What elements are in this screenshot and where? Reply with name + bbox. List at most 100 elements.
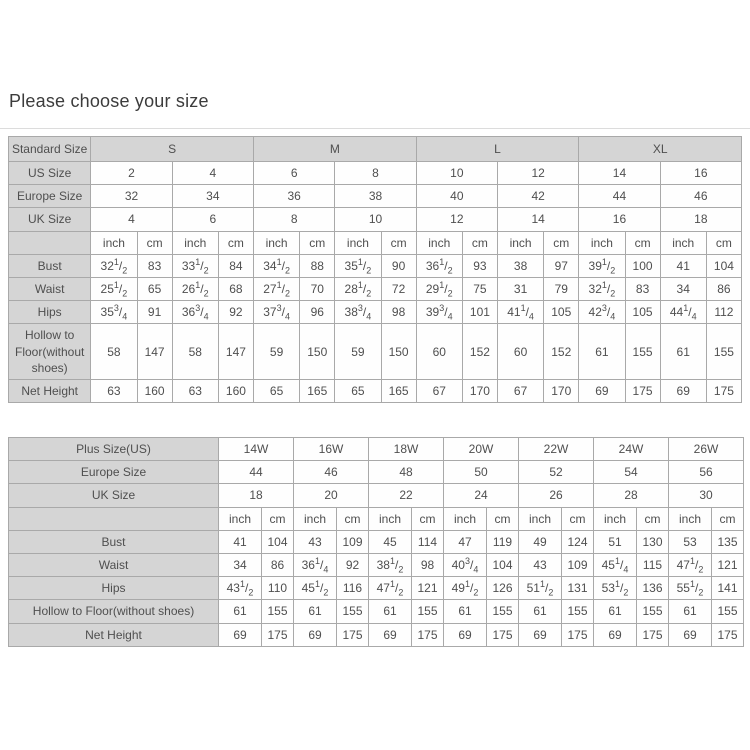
unit-header: cm [217, 230, 255, 255]
size-value: 46 [659, 184, 743, 209]
measure-value: 83 [624, 276, 661, 302]
measurement-row: Bust 321/2 83 331/2 84 341/2 88 351/2 90 361/2 93 3… [7, 253, 743, 278]
unit-header: inch [368, 506, 412, 531]
unit-header: cm [136, 230, 173, 255]
unit-header: inch [496, 230, 545, 255]
size-value: 52 [518, 460, 594, 485]
measure-value: 155 [486, 599, 519, 624]
measure-value: 47 [443, 529, 487, 554]
page-title: Please choose your size [9, 91, 209, 111]
measure-value: 112 [705, 300, 743, 325]
unit-header: inch [293, 506, 337, 531]
measure-value: 451/2 [293, 576, 337, 601]
size-value: 14 [496, 207, 580, 232]
measure-value: 86 [261, 552, 294, 578]
unit-header: inch [171, 230, 219, 255]
measure-value: 121 [711, 552, 744, 578]
size-value: 12 [496, 160, 580, 186]
measure-value: 131 [561, 576, 594, 601]
measure-value: 403/4 [443, 552, 487, 578]
unit-header: inch [578, 230, 626, 255]
unit-header: cm [299, 230, 336, 255]
measure-value: 363/4 [171, 300, 219, 325]
measure-value: 61 [443, 599, 487, 624]
measure-value: 115 [636, 552, 669, 578]
measure-value: 88 [299, 253, 336, 278]
measure-value: 351/2 [334, 253, 382, 278]
measure-value: 65 [334, 378, 382, 404]
measure-value: 119 [486, 529, 519, 554]
measurement-row: Hollow to Floor(without shoes) 61 155 61 155… [8, 599, 744, 624]
measure-value: 34 [659, 276, 707, 302]
measure-value: 59 [334, 323, 382, 380]
unit-header-row: inch cm inch cm inch cm inch cm inch cm inch cm inch… [7, 230, 743, 255]
measurement-row: Bust 41 104 43 109 45 114 47 119 49 124 51 130 53 135 [8, 529, 744, 554]
measure-value: 61 [218, 599, 262, 624]
measure-value: 43 [293, 529, 337, 554]
measure-value: 49 [518, 529, 562, 554]
measure-value: 61 [518, 599, 562, 624]
unit-header: inch [90, 230, 138, 255]
size-value: 20 [293, 483, 369, 508]
measure-value: 53 [668, 529, 712, 554]
row-label: Waist [7, 276, 92, 302]
unit-header: inch [415, 230, 463, 255]
measure-value: 341/2 [252, 253, 301, 278]
unit-header: cm [486, 506, 519, 531]
unit-header: cm [636, 506, 669, 531]
size-row: UK Size 18 20 22 24 26 28 30 [8, 483, 744, 508]
measure-value: 69 [443, 622, 487, 647]
measure-value: 431/2 [218, 576, 262, 601]
measure-value: 69 [578, 378, 626, 404]
size-value: 56 [668, 460, 744, 485]
measure-value: 251/2 [90, 276, 138, 302]
size-value: 40 [415, 184, 498, 209]
unit-header: inch [668, 506, 712, 531]
measure-value: 65 [252, 378, 301, 404]
measure-value: 175 [486, 622, 519, 647]
measure-value: 93 [461, 253, 498, 278]
measure-value: 165 [380, 378, 417, 404]
unit-header: inch [252, 230, 301, 255]
size-value: 14W [218, 436, 294, 462]
measurement-row: Waist 34 86 361/4 92 381/2 98 403/4 104 43 109 451/… [8, 552, 744, 578]
row-label: UK Size [8, 483, 219, 508]
measure-value: 152 [543, 323, 580, 380]
measurement-row: Hips 431/2 110 451/2 116 471/2 121 491/2 126 511/… [8, 576, 744, 601]
measure-value: 65 [136, 276, 173, 302]
measure-value: 61 [578, 323, 626, 380]
size-value: 16W [293, 436, 369, 462]
measure-value: 121 [411, 576, 444, 601]
measure-value: 67 [496, 378, 545, 404]
size-value: 50 [443, 460, 519, 485]
unit-header: cm [705, 230, 743, 255]
measure-value: 423/4 [578, 300, 626, 325]
size-value: 2 [90, 160, 173, 186]
measure-value: 391/2 [578, 253, 626, 278]
row-label: Plus Size(US) [8, 436, 219, 462]
size-value: 42 [496, 184, 580, 209]
row-label: Net Height [8, 622, 219, 647]
unit-header: cm [543, 230, 580, 255]
measure-value: 141 [711, 576, 744, 601]
measure-value: 31 [496, 276, 545, 302]
unit-header: inch [334, 230, 382, 255]
measure-value: 84 [217, 253, 255, 278]
measure-value: 361/2 [415, 253, 463, 278]
measure-value: 34 [218, 552, 262, 578]
measure-value: 61 [368, 599, 412, 624]
measure-value: 116 [336, 576, 369, 601]
unit-header: cm [461, 230, 498, 255]
measure-value: 38 [496, 253, 545, 278]
measure-value: 373/4 [252, 300, 301, 325]
measure-value: 175 [261, 622, 294, 647]
measure-value: 147 [217, 323, 255, 380]
measure-value: 59 [252, 323, 301, 380]
unit-header-row: inch cm inch cm inch cm inch cm inch cm inch cm inch… [8, 506, 744, 531]
measure-value: 109 [561, 552, 594, 578]
unit-header: cm [711, 506, 744, 531]
measure-value: 155 [705, 323, 743, 380]
measure-value: 175 [336, 622, 369, 647]
measure-value: 110 [261, 576, 294, 601]
measure-value: 551/2 [668, 576, 712, 601]
